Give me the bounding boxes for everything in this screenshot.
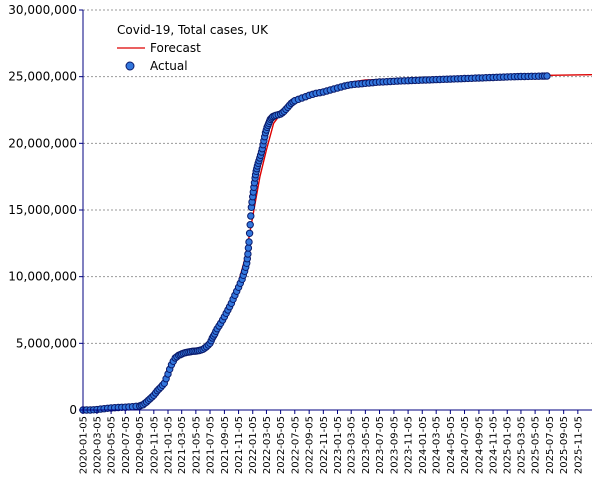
forecast-series bbox=[82, 74, 593, 411]
x-tick-label: 2020-03-05 bbox=[92, 416, 103, 474]
x-tick-label: 2021-07-05 bbox=[206, 416, 217, 474]
chart-title: Covid-19, Total cases, UK bbox=[117, 23, 269, 37]
forecast-line bbox=[82, 74, 593, 411]
x-tick-label: 2021-05-05 bbox=[191, 416, 202, 474]
x-tick-label: 2023-09-05 bbox=[389, 416, 400, 474]
x-tick-label: 2023-01-05 bbox=[333, 416, 344, 474]
y-tick-label: 20,000,000 bbox=[8, 136, 77, 150]
x-tick-label: 2023-07-05 bbox=[375, 416, 386, 474]
x-tick-label: 2024-03-05 bbox=[432, 416, 443, 474]
x-tick-label: 2023-11-05 bbox=[404, 416, 415, 474]
x-tick-label: 2021-03-05 bbox=[177, 416, 188, 474]
x-tick-label: 2025-07-05 bbox=[545, 416, 556, 474]
y-tick-label: 25,000,000 bbox=[8, 70, 77, 84]
legend-actual-label: Actual bbox=[150, 59, 188, 73]
y-tick-label: 10,000,000 bbox=[8, 270, 77, 284]
x-tick-label: 2022-07-05 bbox=[290, 416, 301, 474]
x-tick-label: 2021-11-05 bbox=[234, 416, 245, 474]
x-tick-label: 2020-07-05 bbox=[121, 416, 132, 474]
actual-point bbox=[245, 238, 253, 246]
legend-actual-swatch bbox=[125, 61, 135, 71]
x-tick-label: 2025-09-05 bbox=[559, 416, 570, 474]
x-tick-label: 2025-03-05 bbox=[516, 416, 527, 474]
actual-point bbox=[247, 212, 255, 220]
x-tick-label: 2024-07-05 bbox=[460, 416, 471, 474]
y-tick-label: 15,000,000 bbox=[8, 203, 77, 217]
x-tick-label: 2025-11-05 bbox=[573, 416, 584, 474]
x-tick-label: 2021-09-05 bbox=[220, 416, 231, 474]
x-tick-label: 2022-11-05 bbox=[319, 416, 330, 474]
legend: Covid-19, Total cases, UK Forecast Actua… bbox=[117, 23, 269, 73]
x-tick-label: 2023-05-05 bbox=[361, 416, 372, 474]
x-tick-label: 2022-09-05 bbox=[305, 416, 316, 474]
x-tick-label: 2021-01-05 bbox=[163, 416, 174, 474]
x-tick-label: 2020-11-05 bbox=[149, 416, 160, 474]
actual-point bbox=[244, 244, 253, 252]
y-tick-label: 5,000,000 bbox=[16, 336, 77, 350]
x-tick-label: 2024-09-05 bbox=[474, 416, 485, 474]
x-tick-label: 2025-01-05 bbox=[503, 416, 514, 474]
x-tick-label: 2020-01-05 bbox=[79, 416, 90, 474]
actual-series bbox=[79, 72, 551, 414]
x-tick-label: 2023-03-05 bbox=[347, 416, 358, 474]
x-tick-label: 2020-05-05 bbox=[107, 416, 118, 474]
legend-forecast-label: Forecast bbox=[150, 41, 201, 55]
y-tick-labels: 0 5,000,000 10,000,000 15,000,000 20,000,000… bbox=[8, 3, 83, 417]
actual-point bbox=[246, 221, 254, 229]
x-tick-labels: 2020-01-05 2020-03-05 2020-05-05 2020-07-05… bbox=[79, 410, 584, 474]
x-tick-label: 2020-09-05 bbox=[135, 416, 146, 474]
x-tick-label: 2024-05-05 bbox=[446, 416, 457, 474]
x-tick-label: 2022-05-05 bbox=[276, 416, 287, 474]
y-tick-label: 30,000,000 bbox=[8, 3, 77, 17]
actual-point bbox=[543, 72, 551, 80]
actual-point bbox=[244, 250, 252, 258]
y-tick-label: 0 bbox=[69, 403, 77, 417]
actual-point bbox=[245, 229, 254, 238]
x-tick-label: 2024-01-05 bbox=[418, 416, 429, 474]
x-tick-label: 2025-05-05 bbox=[531, 416, 542, 474]
x-tick-label: 2022-03-05 bbox=[262, 416, 273, 474]
x-tick-label: 2024-11-05 bbox=[489, 416, 500, 474]
x-tick-label: 2022-01-05 bbox=[248, 416, 259, 474]
